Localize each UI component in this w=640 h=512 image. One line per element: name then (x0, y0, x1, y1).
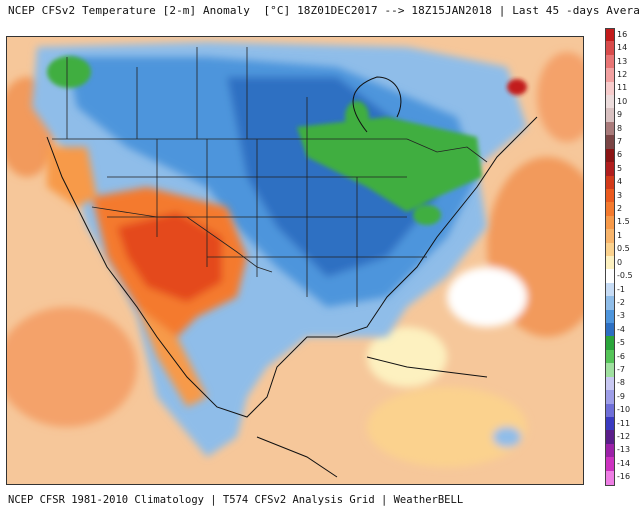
legend-label: 1.5 (617, 217, 630, 227)
temperature-anomaly-map (6, 36, 584, 485)
legend-label: 16 (617, 29, 628, 39)
legend-label: -2 (617, 297, 625, 307)
legend-swatch (605, 443, 615, 458)
us-canada-border-east (406, 138, 488, 163)
legend-swatch (605, 215, 615, 230)
legend-swatch (605, 175, 615, 190)
legend-label: 0.5 (617, 244, 630, 254)
legend-label: -6 (617, 351, 625, 361)
legend-label: 3 (617, 190, 623, 200)
labrador-hot-spot (507, 79, 527, 95)
legend-swatch (605, 296, 615, 311)
great-lakes-cold-green (297, 117, 482, 212)
legend-swatch (605, 162, 615, 177)
legend-swatch (605, 135, 615, 150)
legend-swatch (605, 242, 615, 257)
legend-label: 0 (617, 257, 623, 267)
legend-label: 1 (617, 230, 623, 240)
mid-atlantic-cold-green (413, 205, 441, 225)
legend-label: -9 (617, 391, 625, 401)
legend-swatch (605, 349, 615, 364)
legend-label: -8 (617, 378, 625, 388)
legend-label: -4 (617, 324, 625, 334)
legend-label: -0.5 (617, 271, 633, 281)
labrador-warm-patch (537, 52, 583, 142)
legend-label: 2 (617, 204, 623, 214)
coastline-main (46, 116, 538, 418)
legend-label: 14 (617, 43, 628, 53)
legend-swatch (605, 269, 615, 284)
coastlines (46, 76, 538, 478)
pacific-northwest-warm (47, 147, 97, 207)
legend-swatch (605, 41, 615, 56)
legend-label: -5 (617, 338, 625, 348)
coastline-cuba (366, 356, 488, 378)
legend-swatch (605, 430, 615, 445)
legend-label: 4 (617, 177, 623, 187)
legend-swatch (605, 309, 615, 324)
legend-label: 9 (617, 110, 623, 120)
coastline-hudson-bay (352, 76, 402, 133)
legend-swatch (605, 336, 615, 351)
legend-swatch (605, 416, 615, 431)
legend-label: -14 (617, 458, 631, 468)
us-mexico-border (91, 206, 273, 273)
legend-label: -7 (617, 365, 625, 374)
legend-swatch (605, 376, 615, 391)
atlantic-near-zero-patch (447, 267, 527, 327)
legend-label: -3 (617, 311, 625, 321)
legend-swatch (605, 282, 615, 297)
legend-swatch (605, 256, 615, 270)
legend-swatch (605, 229, 615, 244)
legend-swatch (605, 457, 615, 472)
map-title: NCEP CFSv2 Temperature [2-m] Anomaly [°C… (8, 4, 640, 17)
political-borders (52, 47, 488, 307)
legend-label: 8 (617, 123, 623, 133)
legend-swatch (605, 95, 615, 110)
alaska-cold-green (47, 56, 91, 88)
legend-label: 10 (617, 96, 628, 106)
legend-swatch (605, 403, 615, 418)
legend-label: -13 (617, 445, 631, 455)
legend-label: 5 (617, 163, 623, 173)
legend-label: -1 (617, 284, 625, 294)
legend-label: -12 (617, 432, 631, 442)
legend-swatch (605, 363, 615, 378)
legend-swatch (605, 81, 615, 96)
legend-label: -16 (617, 472, 631, 482)
anomaly-map-svg (7, 37, 583, 484)
legend-label: 13 (617, 56, 628, 66)
legend-label: 11 (617, 83, 628, 93)
legend-swatch (605, 28, 615, 43)
legend-swatch (605, 323, 615, 338)
gulf-near-zero-patch (367, 327, 447, 387)
legend-swatch (605, 108, 615, 123)
legend-swatch (605, 470, 615, 486)
legend-swatch (605, 54, 615, 69)
coastline-central-america (256, 436, 338, 478)
pacific-warm-patch (7, 307, 137, 427)
legend-swatch (605, 68, 615, 83)
legend-label: -10 (617, 405, 631, 415)
legend-swatch (605, 390, 615, 405)
legend-swatch (605, 202, 615, 217)
legend-label: 6 (617, 150, 623, 160)
caribbean-yellow-patch (367, 387, 527, 467)
legend-label: -11 (617, 418, 631, 428)
legend-swatch (605, 148, 615, 163)
legend-swatch (605, 121, 615, 136)
southwest-warm-core (117, 212, 222, 302)
map-footer: NCEP CFSR 1981-2010 Climatology | T574 C… (8, 494, 464, 506)
caribbean-cool-spot (493, 427, 521, 447)
color-legend: 16 14 13 12 11 10 9 8 7 6 5 4 3 2 1.5 1 0.5 0 -0.5 -1 -2 -3 -4… (601, 28, 639, 488)
legend-label: 12 (617, 69, 628, 79)
legend-label: 7 (617, 137, 623, 146)
legend-swatch (605, 188, 615, 203)
